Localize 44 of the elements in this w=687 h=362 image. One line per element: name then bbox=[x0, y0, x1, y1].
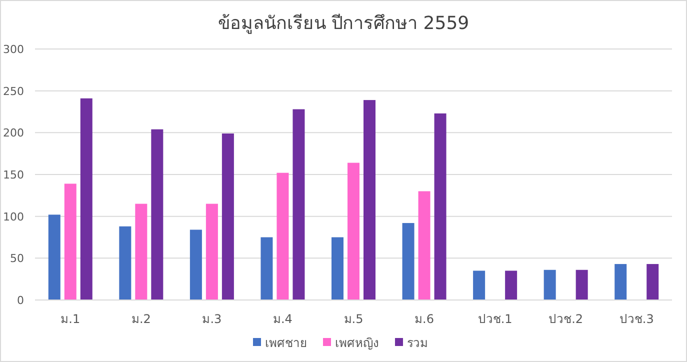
bar bbox=[418, 191, 430, 300]
y-tick-label: 150 bbox=[3, 168, 24, 182]
bar bbox=[276, 172, 289, 300]
bar bbox=[646, 264, 659, 300]
x-tick-label: ม.6 bbox=[414, 312, 434, 326]
bar bbox=[544, 270, 556, 300]
bar bbox=[48, 214, 60, 300]
legend-label: เพศชาย bbox=[265, 336, 307, 350]
legend-label: เพศหญิง bbox=[335, 336, 379, 350]
bar bbox=[434, 113, 446, 300]
bar bbox=[332, 237, 344, 300]
bar bbox=[473, 270, 486, 300]
x-tick-label: ม.2 bbox=[131, 312, 151, 326]
x-tick-label: ม.4 bbox=[272, 312, 292, 326]
bar bbox=[119, 226, 132, 300]
y-tick-label: 0 bbox=[17, 294, 24, 307]
bar bbox=[505, 270, 518, 300]
bar bbox=[135, 204, 148, 300]
y-tick-label: 300 bbox=[3, 43, 24, 56]
bar bbox=[64, 184, 76, 300]
bar bbox=[222, 134, 234, 300]
bar bbox=[206, 204, 218, 300]
bar bbox=[614, 264, 627, 300]
y-tick-label: 200 bbox=[3, 126, 24, 140]
bar bbox=[576, 270, 588, 300]
chart-title: ข้อมูลนักเรียน ปีการศึกษา 2559 bbox=[218, 13, 470, 34]
y-tick-label: 100 bbox=[3, 210, 24, 224]
bar bbox=[80, 98, 92, 300]
x-tick-label: ปวช.1 bbox=[478, 312, 512, 326]
x-tick-label: ปวช.2 bbox=[548, 312, 584, 326]
y-tick-label: 50 bbox=[10, 252, 24, 266]
x-tick-label: ปวช.3 bbox=[619, 312, 654, 326]
bar bbox=[292, 109, 305, 300]
bar bbox=[348, 162, 360, 300]
bar bbox=[364, 100, 376, 300]
bar bbox=[190, 230, 202, 300]
y-tick-label: 250 bbox=[3, 84, 24, 98]
bar bbox=[260, 237, 273, 300]
x-tick-label: ม.3 bbox=[202, 312, 222, 326]
x-tick-label: ม.1 bbox=[60, 312, 80, 326]
legend-label: รวม bbox=[407, 336, 428, 350]
bar bbox=[151, 129, 164, 300]
x-tick-label: ม.5 bbox=[344, 312, 364, 326]
bar bbox=[402, 223, 414, 300]
